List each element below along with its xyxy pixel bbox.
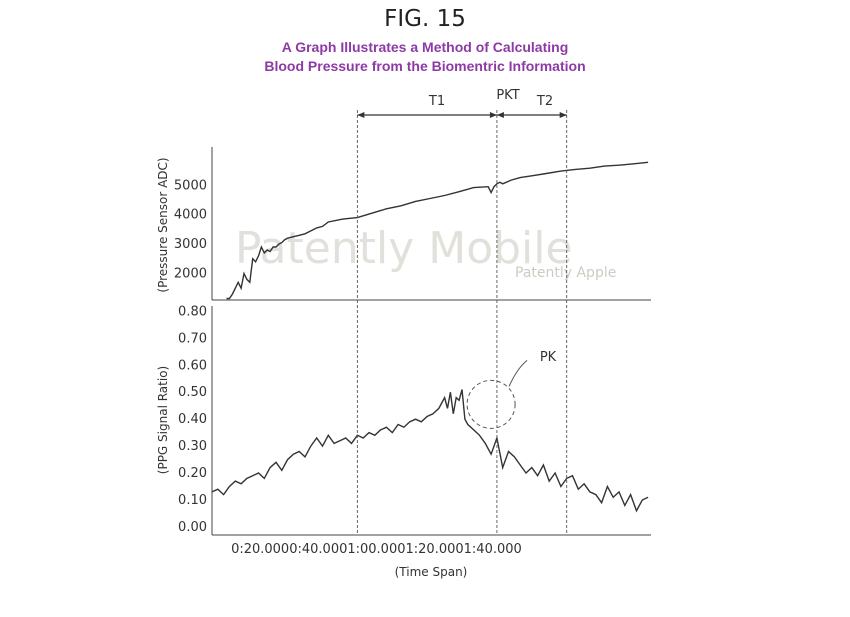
interval-arrows	[357, 112, 567, 118]
pressure-series-line	[226, 161, 649, 300]
bottom-x-ticks: 0:20.000 0:40.000 1:00.000 1:20.000 1:40.000	[231, 542, 522, 557]
pk-leader-line	[508, 359, 528, 387]
bottom-x-tick-label: 0:40.000	[289, 542, 347, 557]
bottom-y-tick-label: 0.30	[178, 439, 207, 454]
watermark-main: Patently Mobile	[235, 223, 573, 274]
top-y-ticks: 5000 4000 3000 2000	[174, 178, 207, 281]
interval-lines	[356, 110, 568, 535]
top-y-tick-label: 2000	[174, 267, 207, 282]
pkt-label: PKT	[496, 88, 519, 103]
t2-label: T2	[536, 94, 553, 109]
bottom-y-tick-label: 0.80	[178, 304, 207, 319]
top-y-label: (Pressure Sensor ADC)	[156, 157, 170, 292]
bottom-y-tick-label: 0.00	[178, 520, 207, 535]
bottom-y-tick-label: 0.40	[178, 412, 207, 427]
bottom-y-tick-label: 0.10	[178, 493, 207, 508]
top-y-tick-label: 5000	[174, 178, 207, 193]
watermark-sub: Patently Apple	[515, 265, 616, 281]
arrow-head-left	[357, 112, 365, 118]
bottom-x-tick-label: 1:40.000	[464, 542, 522, 557]
bottom-axes	[211, 306, 651, 536]
figure-label: FIG. 15	[384, 6, 466, 32]
subtitle-line-2: Blood Pressure from the Biomentric Infor…	[264, 58, 586, 74]
bottom-x-label: (Time Span)	[395, 565, 468, 579]
top-axes	[211, 147, 651, 301]
t1-label: T1	[428, 94, 445, 109]
bottom-y-tick-label: 0.20	[178, 466, 207, 481]
bottom-y-label: (PPG Signal Ratio)	[156, 366, 170, 474]
bottom-y-tick-label: 0.60	[178, 358, 207, 373]
top-y-tick-label: 3000	[174, 237, 207, 252]
pk-label: PK	[540, 350, 557, 365]
ppg-series-line	[211, 389, 649, 513]
arrow-head-right	[559, 112, 567, 118]
bottom-y-ticks: 0.80 0.70 0.60 0.50 0.40 0.30 0.20 0.10 0.00	[178, 304, 207, 535]
bottom-x-tick-label: 0:20.000	[231, 542, 289, 557]
bottom-y-tick-label: 0.50	[178, 385, 207, 400]
arrow-head-left	[496, 112, 504, 118]
bottom-x-tick-label: 1:20.000	[406, 542, 464, 557]
bottom-y-tick-label: 0.70	[178, 331, 207, 346]
arrow-head-right	[489, 112, 497, 118]
bottom-x-tick-label: 1:00.000	[347, 542, 405, 557]
pk-circle-marker	[466, 359, 528, 429]
top-y-tick-label: 4000	[174, 208, 207, 223]
pk-circle	[466, 379, 516, 429]
subtitle-line-1: A Graph Illustrates a Method of Calculat…	[281, 39, 569, 55]
